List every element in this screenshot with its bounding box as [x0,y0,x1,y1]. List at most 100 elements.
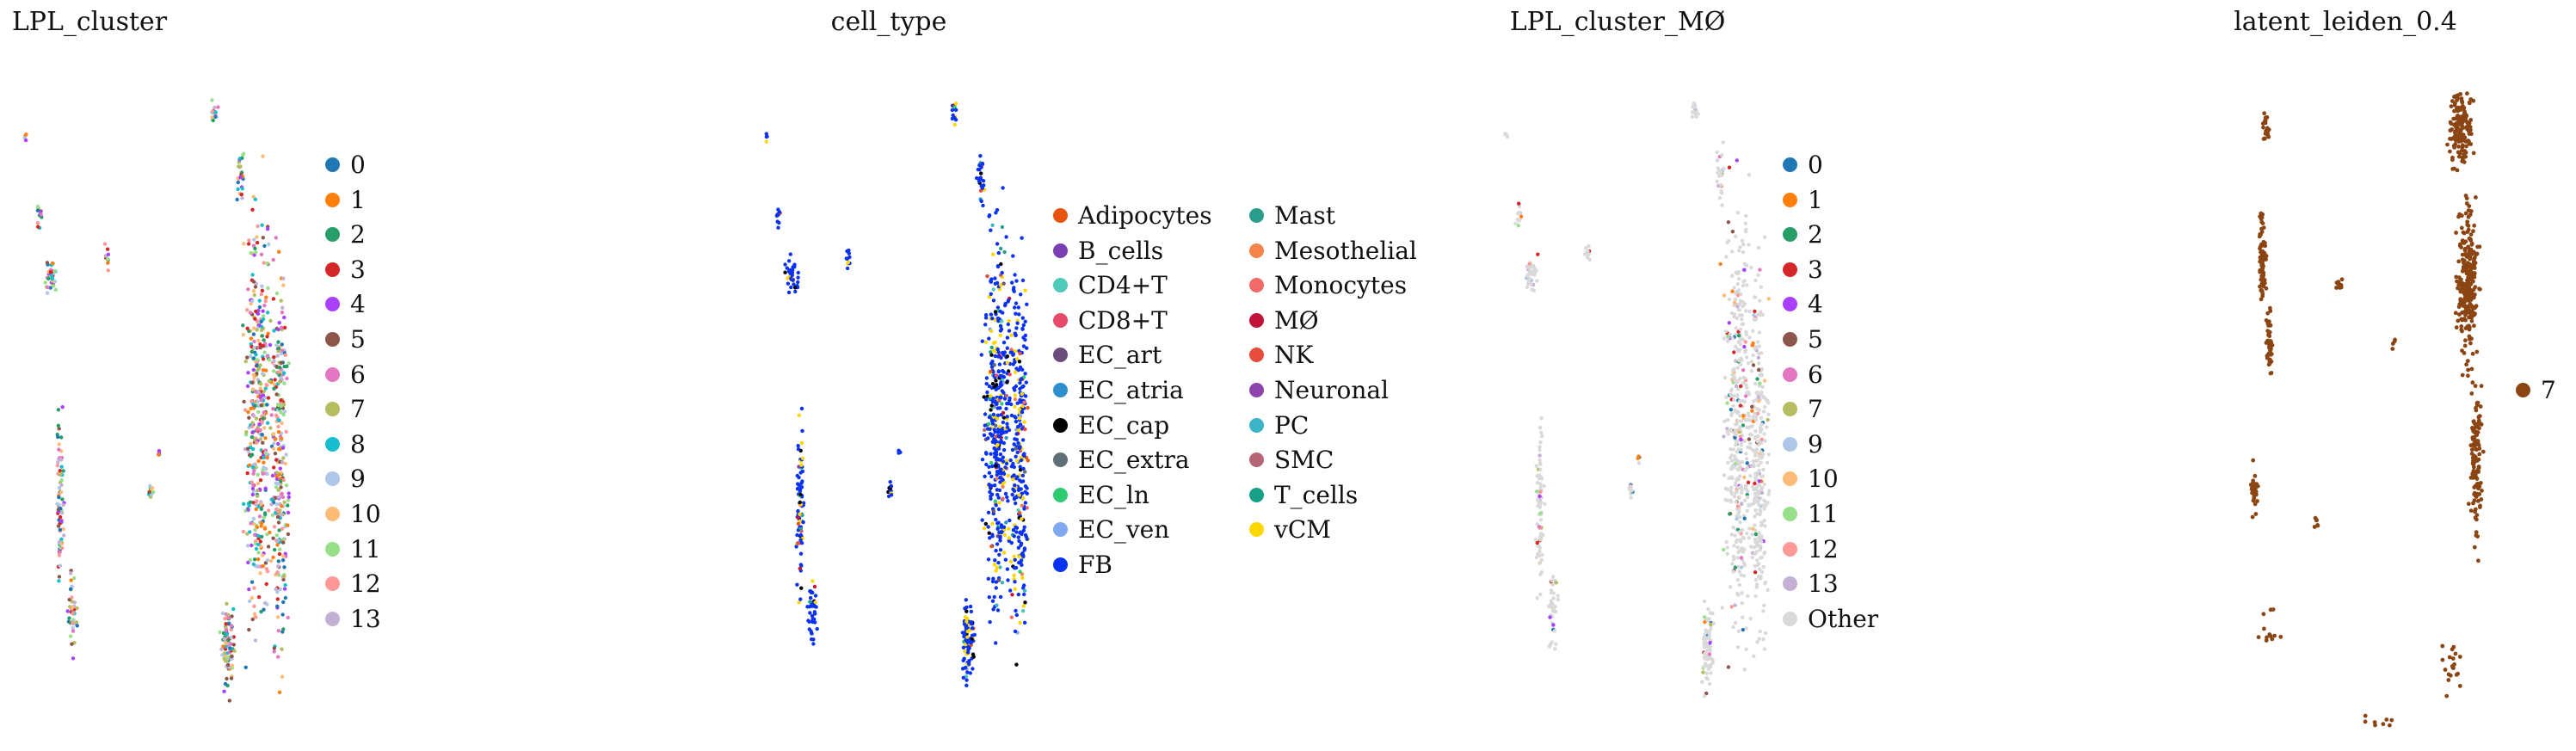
scatter-point [1732,430,1736,434]
scatter-point [276,496,280,500]
legend-item: 8 [325,430,366,459]
scatter-point [55,502,59,506]
scatter-point [227,699,231,703]
scatter-point [997,530,1001,535]
scatter-point [1755,377,1759,381]
scatter-point [254,546,259,551]
scatter-point [796,446,801,452]
scatter-point [286,498,291,502]
scatter-point [977,168,982,172]
scatter-point [1021,604,1026,608]
scatter-point [1018,380,1022,385]
scatter-point [240,196,244,200]
scatter-point [963,615,968,619]
scatter-point [256,224,260,229]
scatter-point [993,340,997,345]
scatter-point [1553,609,1558,614]
scatter-point [275,354,280,358]
scatter-point [1760,452,1766,457]
scatter-point [1008,588,1013,593]
scatter-point [2474,429,2479,434]
scatter-point [1011,477,1015,482]
scatter-point [2475,468,2480,472]
scatter-point [2456,318,2461,323]
scatter-point [2463,338,2468,343]
scatter-point [991,299,996,303]
scatter-point [2255,499,2259,503]
scatter-point [1014,326,1019,330]
scatter-point [1517,201,1521,206]
legend-marker [1249,278,1264,293]
scatter-point [2267,346,2271,351]
scatter-point [276,370,280,374]
scatter-point [1729,459,1735,463]
scatter-point [1731,569,1735,574]
scatter-point [250,207,255,212]
scatter-point [1753,295,1757,299]
legend-item: 10 [325,500,381,528]
scatter-point [1729,485,1734,490]
scatter-point [796,275,800,280]
scatter-point [2457,212,2462,217]
scatter-point [1734,490,1738,496]
scatter-point [1023,337,1027,342]
scatter-point [253,250,258,255]
scatter-point [1726,220,1731,225]
scatter-point [1022,452,1026,456]
scatter-point [258,539,262,544]
scatter-point [991,576,995,581]
scatter-point [971,655,976,659]
scatter-point [1746,480,1751,484]
scatter-point [257,299,262,303]
scatter-point [1757,637,1761,641]
scatter-point [2456,95,2460,101]
scatter-point [810,579,815,583]
scatter-point [844,256,848,261]
scatter-point [1013,629,1018,634]
legend-item: 0 [325,151,366,179]
legend-marker [1249,522,1264,538]
scatter-point [995,442,1000,447]
scatter-point [67,616,71,620]
legend-marker [1053,522,1068,538]
scatter-point [995,472,999,477]
scatter-point [2473,311,2477,317]
scatter-point [983,428,987,432]
scatter-point [1756,355,1760,360]
scatter-point [1001,420,1006,425]
scatter-point [1709,671,1713,675]
scatter-point [1551,575,1556,579]
scatter-point [1762,498,1766,502]
scatter-point [272,386,276,391]
scatter-point [2260,212,2265,217]
scatter-point [226,616,231,620]
scatter-point [261,236,265,240]
scatter-point [1001,551,1007,555]
scatter-point [1012,442,1016,446]
scatter-point [281,477,286,483]
scatter-point [980,162,985,166]
scatter-point [994,387,998,391]
scatter-point [280,526,285,531]
scatter-point [281,600,286,605]
scatter-point [1014,662,1019,667]
scatter-point [799,440,804,446]
scatter-point [1766,492,1771,496]
scatter-point [1005,459,1009,463]
scatter-point [245,471,250,476]
scatter-point [2467,282,2472,287]
scatter-point [1022,507,1026,511]
scatter-point [1762,432,1766,436]
scatter-point [36,225,40,229]
scatter-point [2470,437,2475,441]
scatter-point [1001,186,1005,190]
scatter-point [263,486,268,490]
scatter-point [1702,655,1706,660]
scatter-point [1015,357,1020,361]
scatter-point [2450,157,2455,163]
scatter-point [265,335,269,339]
scatter-point [990,599,995,603]
scatter-point [1759,460,1763,465]
scatter-point [1015,401,1020,405]
scatter-point [247,463,252,467]
